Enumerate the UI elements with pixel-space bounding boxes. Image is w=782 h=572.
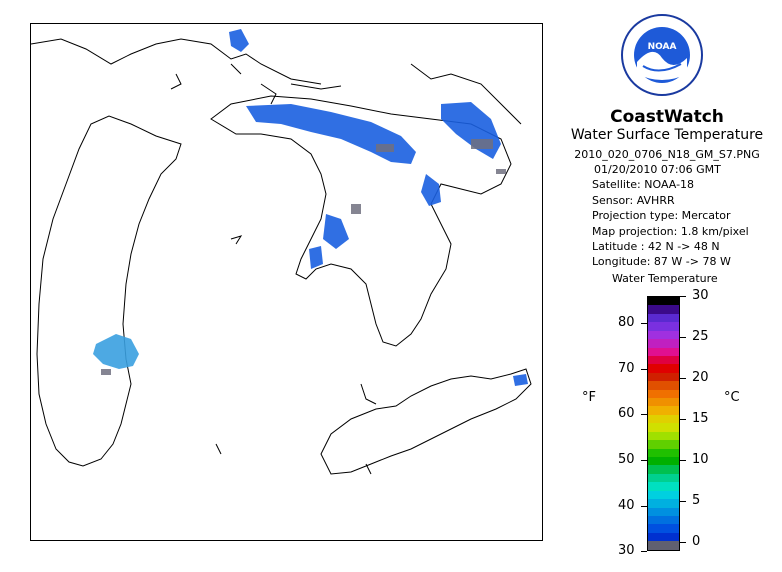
scale-swatch <box>648 440 679 449</box>
scale-swatch <box>648 305 679 314</box>
scale-swatch <box>648 541 679 550</box>
brand-subtitle: Water Surface Temperature <box>570 127 764 143</box>
ice-patch-saginaw <box>323 214 349 249</box>
f-tick-mark <box>641 551 647 553</box>
scale-swatch <box>648 532 679 542</box>
scale-swatch <box>648 457 679 466</box>
c-tick-label: 30 <box>692 288 709 303</box>
c-tick-mark <box>680 377 686 379</box>
meta-sensor: Sensor: AVHRR <box>592 193 675 207</box>
scale-swatch <box>648 398 679 407</box>
scale-swatch <box>648 313 679 323</box>
scale-swatch <box>648 515 679 525</box>
scale-swatch <box>648 431 679 441</box>
logo-text: NOAA <box>648 42 677 52</box>
c-tick-mark <box>680 459 686 461</box>
scale-swatch <box>648 339 679 348</box>
scale-swatch <box>648 465 679 474</box>
legend-title: Water Temperature <box>612 272 718 285</box>
f-tick-label: 70 <box>618 360 635 376</box>
c-tick-label: 25 <box>692 328 709 344</box>
scale-swatch <box>648 490 679 500</box>
meta-filename: 2010_020_0706_N18_GM_S7.PNG <box>574 148 760 161</box>
c-tick-mark <box>680 296 686 297</box>
scale-swatch <box>648 473 679 483</box>
c-tick-label: 10 <box>692 451 709 467</box>
f-tick-label: 30 <box>618 543 635 559</box>
c-tick-mark <box>680 336 686 338</box>
ice-patch-lake-michigan <box>93 334 139 369</box>
noaa-logo: NOAA <box>621 14 703 96</box>
scale-swatch <box>648 524 679 533</box>
c-tick-mark <box>680 541 686 543</box>
ice-patch-north-huron <box>246 104 416 164</box>
color-scale <box>647 296 680 551</box>
scale-swatch <box>648 499 679 508</box>
lake-erie-shoreline <box>320 368 532 475</box>
cloud-cover <box>101 139 506 375</box>
coastline-map <box>31 29 532 475</box>
ice-patch-east-huron <box>421 174 441 206</box>
scale-swatch <box>648 364 679 373</box>
cloud-blob <box>471 139 493 149</box>
f-tick-mark <box>641 368 647 370</box>
cloud-blob <box>101 369 111 375</box>
c-tick-mark <box>680 418 686 420</box>
ice-patch-georgian-bay <box>441 102 501 159</box>
lake-superior-shoreline <box>31 38 322 85</box>
c-tick-label: 20 <box>692 369 709 385</box>
scale-swatch <box>648 448 679 458</box>
cloud-blob <box>496 169 506 174</box>
cloud-blob <box>351 204 361 214</box>
meta-projection-type: Projection type: Mercator <box>592 209 731 223</box>
scale-swatch <box>648 414 679 424</box>
meta-map-projection: Map projection: 1.8 km/pixel <box>592 224 749 238</box>
f-tick-mark <box>641 459 647 461</box>
scale-swatch <box>648 322 679 331</box>
ice-patch-superior <box>229 29 249 52</box>
scale-swatch <box>648 406 679 415</box>
lake-michigan-shoreline <box>36 115 182 467</box>
image-metadata-details: 01/20/2010 07:06 GMT Satellite: NOAA-18 … <box>592 162 782 270</box>
coast-fragments <box>170 63 522 475</box>
c-tick-label: 15 <box>692 410 709 426</box>
image-metadata: 2010_020_0706_N18_GM_S7.PNG <box>552 147 782 162</box>
c-tick-label: 5 <box>692 492 701 508</box>
c-tick-mark <box>680 500 686 502</box>
scale-swatch <box>648 423 679 432</box>
f-tick-mark <box>641 323 647 325</box>
scale-swatch <box>648 372 679 382</box>
f-tick-mark <box>641 505 647 507</box>
unit-celsius: °C <box>724 390 740 405</box>
c-tick-label: 0 <box>692 533 701 549</box>
scale-swatch <box>648 330 679 340</box>
meta-datetime: 01/20/2010 07:06 GMT <box>594 163 721 176</box>
scale-swatch <box>648 355 679 365</box>
scale-swatch <box>648 381 679 390</box>
scale-swatch <box>648 347 679 356</box>
f-tick-label: 50 <box>618 451 635 467</box>
scale-swatch <box>648 389 679 399</box>
f-tick-label: 40 <box>618 497 635 513</box>
meta-longitude: Longitude: 87 W -> 78 W <box>592 255 731 269</box>
scale-swatch <box>648 482 679 491</box>
meta-latitude: Latitude : 42 N -> 48 N <box>592 240 720 254</box>
legend-panel: NOAA CoastWatch Water Surface Temperatur… <box>552 0 782 572</box>
brand-title: CoastWatch <box>610 107 724 127</box>
ice-patch-south-huron <box>309 246 323 269</box>
cloud-blob <box>376 144 394 152</box>
scale-swatch <box>648 507 679 516</box>
ice-patch-erie <box>513 374 528 386</box>
meta-satellite: Satellite: NOAA-18 <box>592 178 695 192</box>
unit-fahrenheit: °F <box>582 390 596 405</box>
scale-swatch <box>648 297 679 306</box>
sst-map[interactable] <box>30 23 543 541</box>
f-tick-label: 80 <box>618 315 635 331</box>
f-tick-mark <box>641 414 647 416</box>
f-tick-label: 60 <box>618 406 635 422</box>
